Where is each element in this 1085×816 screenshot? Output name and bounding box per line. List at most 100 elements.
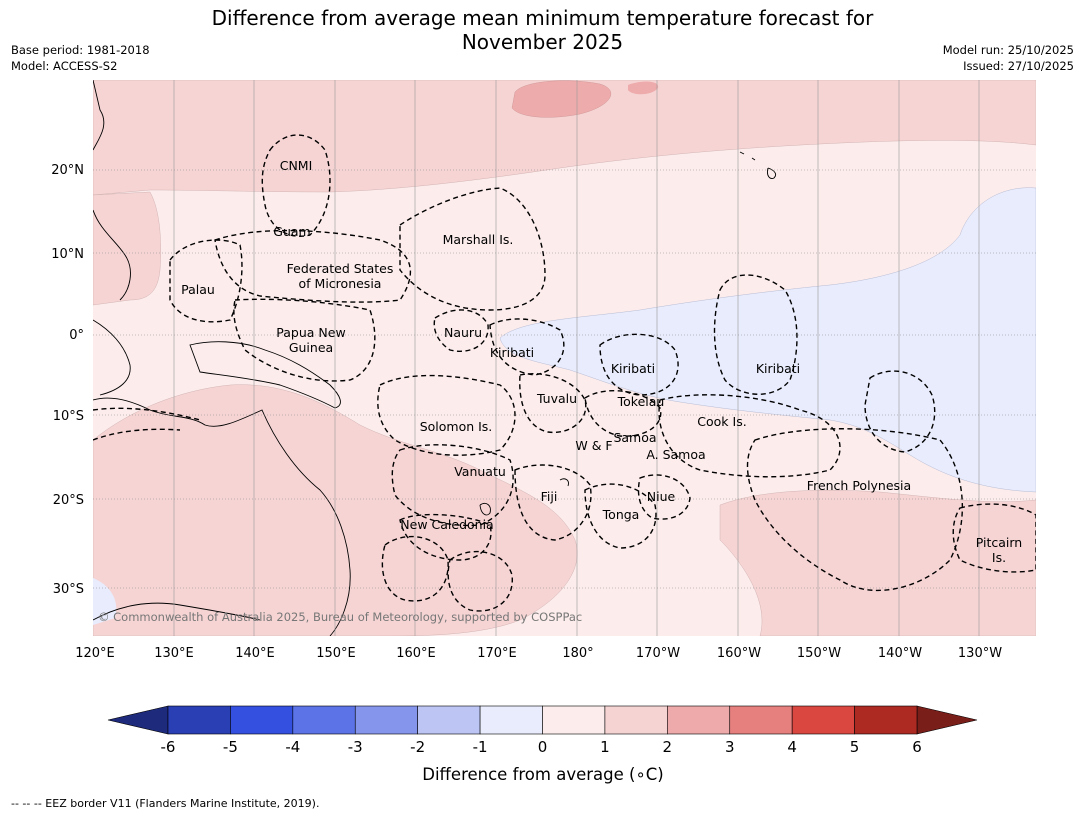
graticule xyxy=(173,80,980,636)
footnote: -- -- -- EEZ border V11 (Flanders Marine… xyxy=(11,797,320,810)
new-guinea-coast xyxy=(189,341,341,409)
colorbar-tick-label: -4 xyxy=(285,738,300,756)
anomaly-1-2-south-east xyxy=(719,490,1036,636)
eez-palau xyxy=(169,239,243,323)
colorbar-tick-label: -6 xyxy=(161,738,176,756)
colorbar-extend-low xyxy=(107,705,169,735)
lon-tick-label: 130°W xyxy=(958,646,1002,661)
colorbar-tick-label: 2 xyxy=(663,738,673,756)
eez-marshall xyxy=(399,187,546,311)
colorbar-segments xyxy=(167,705,918,735)
colorbar-tick-label: 5 xyxy=(850,738,860,756)
colorbar-tick-label: 0 xyxy=(538,738,548,756)
fiji-coast xyxy=(479,478,569,516)
colorbar-extend-high xyxy=(916,705,978,735)
colorbar-segment xyxy=(729,705,793,735)
title-line-2: November 2025 xyxy=(461,30,624,54)
lon-tick-label: 140°W xyxy=(878,646,922,661)
eez-norfolk xyxy=(447,550,513,612)
eez-tonga xyxy=(584,483,657,549)
region-label: Tokelau xyxy=(617,394,665,409)
hawaii-coast xyxy=(739,151,777,179)
region-label: Papua New xyxy=(276,325,345,340)
issued-date: Issued: 27/10/2025 xyxy=(963,59,1074,73)
lon-tick-label: 160°W xyxy=(717,646,761,661)
base-period: Base period: 1981-2018 xyxy=(11,43,150,57)
region-label: Guinea xyxy=(289,340,333,355)
lat-tick-label: 0° xyxy=(69,328,84,343)
colorbar-tick-label: -2 xyxy=(410,738,425,756)
lon-tick-label: 160°E xyxy=(396,646,436,661)
region-label: Palau xyxy=(181,282,215,297)
region-label: Fiji xyxy=(541,489,558,504)
lat-tick-label: 10°N xyxy=(51,247,84,262)
region-label: Is. xyxy=(992,550,1006,565)
colorbar: -6 -5 -4 -3 -2 -1 0 1 2 3 4 5 6 Difference from aver… xyxy=(107,705,978,784)
anomaly-2-3-small xyxy=(628,81,659,95)
lat-tick-label: 20°S xyxy=(53,493,84,508)
region-label: Pitcairn xyxy=(976,535,1022,550)
region-label: Federated States xyxy=(287,261,394,276)
taiwan-coast xyxy=(93,80,105,151)
region-label: French Polynesia xyxy=(807,478,911,493)
map-area: CNMI Guam Marshall Is. Federated States … xyxy=(93,80,1036,636)
meta-right: Model run: 25/10/2025 Issued: 27/10/2025 xyxy=(943,42,1074,74)
colorbar-segment xyxy=(417,705,481,735)
colorbar-tick-label: -3 xyxy=(348,738,363,756)
colorbar-segment xyxy=(667,705,731,735)
region-label: New Caledonia xyxy=(400,517,493,532)
eez-cnmi xyxy=(261,134,331,237)
colorbar-segment xyxy=(791,705,855,735)
lon-tick-label: 150°E xyxy=(316,646,356,661)
region-label: Samoa xyxy=(613,430,656,445)
lat-tick-label: 10°S xyxy=(53,409,84,424)
eez-fiji xyxy=(514,464,592,541)
region-label: Kiribati xyxy=(490,345,534,360)
coastlines xyxy=(93,80,777,636)
region-label: Marshall Is. xyxy=(443,232,514,247)
region-label: Nauru xyxy=(444,325,482,340)
colorbar-tick-label: -5 xyxy=(223,738,238,756)
eez-kiribati-central xyxy=(599,333,679,396)
region-label: A. Samoa xyxy=(646,447,705,462)
anomaly-neg1-0-corner xyxy=(93,578,117,625)
region-label: Guam xyxy=(273,224,310,239)
colorbar-segment xyxy=(542,705,606,735)
region-labels: CNMI Guam Marshall Is. Federated States … xyxy=(181,158,1022,565)
australia-coast xyxy=(93,397,351,636)
colorbar-segment xyxy=(854,705,918,735)
region-label: CNMI xyxy=(280,158,313,173)
colorbar-ticks: -6 -5 -4 -3 -2 -1 0 1 2 3 4 5 6 xyxy=(161,738,922,756)
eez-niue xyxy=(637,474,691,520)
lat-tick-label: 20°N xyxy=(51,163,84,178)
anomaly-neg1-0-equator xyxy=(499,187,1036,493)
map-title: Difference from average mean minimum tem… xyxy=(0,6,1085,54)
eez-borders xyxy=(93,134,1036,612)
eez-new-caledonia-west xyxy=(381,535,449,602)
australia-south-coast xyxy=(93,602,261,621)
eez-kiribati-west xyxy=(489,318,565,376)
colorbar-segment xyxy=(479,705,543,735)
lat-tick-label: 30°S xyxy=(53,582,84,597)
copyright-notice: © Commonwealth of Australia 2025, Bureau… xyxy=(98,610,582,624)
region-label: Tuvalu xyxy=(536,391,577,406)
region-label: Niue xyxy=(647,489,676,504)
eez-kiribati-east xyxy=(713,274,798,395)
graticule-lat xyxy=(93,169,1036,589)
lon-tick-label: 130°E xyxy=(154,646,194,661)
title-line-1: Difference from average mean minimum tem… xyxy=(211,6,874,30)
lon-tick-label: 140°E xyxy=(235,646,275,661)
eez-pitcairn xyxy=(952,503,1036,573)
anomaly-1-2-west xyxy=(93,191,161,306)
colorbar-tick-label: 1 xyxy=(600,738,610,756)
colorbar-segment xyxy=(604,705,668,735)
colorbar-segment xyxy=(230,705,294,735)
colorbar-tick-label: 4 xyxy=(787,738,797,756)
colorbar-tick-label: 3 xyxy=(725,738,735,756)
eez-tuvalu xyxy=(519,373,587,434)
colorbar-segment xyxy=(167,705,231,735)
region-label: Cook Is. xyxy=(697,414,746,429)
eez-nauru xyxy=(433,309,489,352)
lon-tick-label: 170°E xyxy=(477,646,517,661)
